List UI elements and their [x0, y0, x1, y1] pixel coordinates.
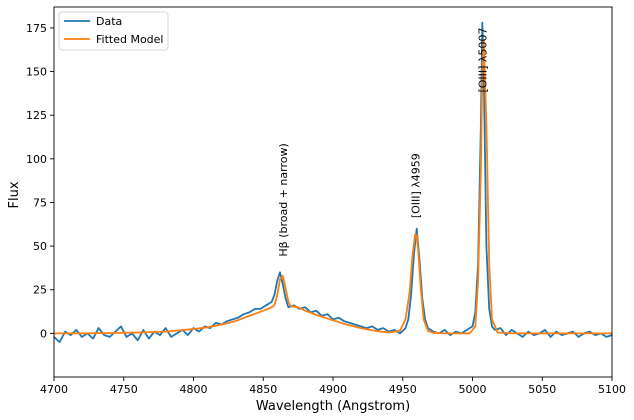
series-line-fitted-model — [54, 39, 612, 335]
x-tick-label: 4850 — [249, 383, 277, 396]
x-tick-label: 5100 — [598, 383, 626, 396]
y-tick-label: 50 — [33, 240, 47, 253]
series-layer — [53, 21, 613, 344]
x-axis: 4700 4750 4800 4850 4900 4950 5000 5050 5100 — [40, 377, 626, 396]
x-tick-label: 5000 — [459, 383, 487, 396]
y-tick-label: 100 — [26, 153, 47, 166]
y-axis: 0 25 50 75 100 125 150 175 — [26, 22, 54, 340]
annotation-layer: Hβ (broad + narrow) [OIII] λ4959 [OIII] λ5… — [277, 28, 489, 257]
y-tick-label: 25 — [33, 284, 47, 297]
y-tick-label: 150 — [26, 66, 47, 79]
legend-label-fitted-model: Fitted Model — [96, 33, 163, 46]
y-tick-label: 175 — [26, 22, 47, 35]
y-tick-label: 0 — [40, 327, 47, 340]
legend: Data Fitted Model — [58, 11, 169, 51]
y-tick-label: 125 — [26, 109, 47, 122]
x-tick-label: 4800 — [180, 383, 208, 396]
y-axis-label: Flux — [7, 181, 22, 208]
plot-area — [54, 7, 612, 377]
x-tick-label: 4900 — [319, 383, 347, 396]
x-tick-label: 4950 — [389, 383, 417, 396]
legend-label-data: Data — [96, 15, 122, 28]
x-tick-label: 4700 — [40, 383, 68, 396]
annotation-label: [OIII] λ5007 — [476, 28, 489, 93]
annotation-label: [OIII] λ4959 — [409, 153, 422, 218]
x-tick-label: 5050 — [528, 383, 556, 396]
x-tick-label: 4750 — [110, 383, 138, 396]
annotation-label: Hβ (broad + narrow) — [277, 143, 290, 256]
x-axis-label: Wavelength (Angstrom) — [256, 399, 410, 414]
y-tick-label: 75 — [33, 196, 47, 209]
